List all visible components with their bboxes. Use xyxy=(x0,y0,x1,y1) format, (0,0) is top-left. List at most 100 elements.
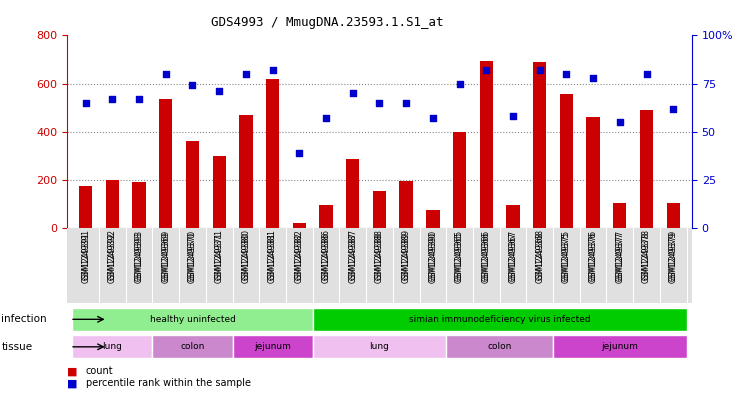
Text: ■: ■ xyxy=(67,378,77,388)
Point xyxy=(187,82,199,88)
Text: GSM1249391: GSM1249391 xyxy=(81,230,90,281)
Point xyxy=(533,67,545,73)
Text: GSM1249365: GSM1249365 xyxy=(455,230,464,281)
Text: jejunum: jejunum xyxy=(601,342,638,351)
Point xyxy=(106,96,118,102)
Text: GSM1249379: GSM1249379 xyxy=(669,230,678,281)
Point xyxy=(614,119,626,125)
Text: ■: ■ xyxy=(67,366,77,376)
Text: GSM1249380: GSM1249380 xyxy=(241,231,251,283)
Point xyxy=(641,71,652,77)
Point xyxy=(667,105,679,112)
Bar xyxy=(586,117,600,228)
Bar xyxy=(213,156,226,228)
Bar xyxy=(346,159,359,228)
Point xyxy=(560,71,572,77)
Bar xyxy=(79,186,92,228)
Point xyxy=(80,99,92,106)
Text: GSM1249371: GSM1249371 xyxy=(215,230,224,281)
Bar xyxy=(426,210,440,228)
Text: GSM1249381: GSM1249381 xyxy=(268,231,277,283)
Text: GSM1249390: GSM1249390 xyxy=(429,231,437,283)
Bar xyxy=(266,79,279,228)
Text: GSM1249375: GSM1249375 xyxy=(562,231,571,283)
Bar xyxy=(533,62,546,228)
Text: colon: colon xyxy=(180,342,205,351)
Text: GSM1249390: GSM1249390 xyxy=(429,230,437,281)
Bar xyxy=(480,61,493,228)
Text: GSM1249365: GSM1249365 xyxy=(455,231,464,283)
Point xyxy=(266,67,278,73)
Bar xyxy=(640,110,653,228)
Point xyxy=(454,80,466,86)
Bar xyxy=(132,182,146,228)
Text: GSM1249379: GSM1249379 xyxy=(669,231,678,283)
Text: GSM1249387: GSM1249387 xyxy=(348,230,357,281)
Text: GSM1249367: GSM1249367 xyxy=(508,230,518,281)
Bar xyxy=(373,191,386,228)
Text: GSM1249370: GSM1249370 xyxy=(188,230,197,281)
FancyBboxPatch shape xyxy=(153,335,233,358)
Text: GSM1249376: GSM1249376 xyxy=(589,230,597,281)
Text: GSM1249378: GSM1249378 xyxy=(642,230,651,281)
FancyBboxPatch shape xyxy=(72,335,153,358)
Text: GSM1249369: GSM1249369 xyxy=(161,231,170,283)
Point xyxy=(373,99,385,106)
Bar xyxy=(453,132,466,228)
Text: GSM1249376: GSM1249376 xyxy=(589,231,597,283)
Text: GSM1249366: GSM1249366 xyxy=(482,230,491,281)
FancyBboxPatch shape xyxy=(312,335,446,358)
Text: colon: colon xyxy=(487,342,512,351)
Bar xyxy=(559,94,573,228)
Point xyxy=(133,96,145,102)
Text: GSM1249370: GSM1249370 xyxy=(188,231,197,283)
Point xyxy=(400,99,412,106)
Text: GSM1249393: GSM1249393 xyxy=(135,231,144,283)
Point xyxy=(507,113,519,119)
Point xyxy=(240,71,252,77)
Point xyxy=(427,115,439,121)
Bar xyxy=(106,180,119,228)
Text: GSM1249368: GSM1249368 xyxy=(535,230,544,281)
Text: lung: lung xyxy=(370,342,389,351)
Text: GSM1249389: GSM1249389 xyxy=(402,231,411,283)
Bar xyxy=(240,115,252,228)
Text: healthy uninfected: healthy uninfected xyxy=(150,315,235,324)
FancyBboxPatch shape xyxy=(553,335,687,358)
Text: GSM1249367: GSM1249367 xyxy=(508,231,518,283)
Bar xyxy=(667,203,680,228)
Bar xyxy=(507,205,519,228)
Bar xyxy=(319,205,333,228)
Text: tissue: tissue xyxy=(1,342,33,352)
Point xyxy=(320,115,332,121)
Text: GSM1249386: GSM1249386 xyxy=(321,230,330,281)
Text: infection: infection xyxy=(1,314,47,324)
Text: lung: lung xyxy=(103,342,122,351)
Text: count: count xyxy=(86,366,113,376)
Text: percentile rank within the sample: percentile rank within the sample xyxy=(86,378,251,388)
Text: GSM1249382: GSM1249382 xyxy=(295,230,304,280)
FancyBboxPatch shape xyxy=(233,335,312,358)
Bar xyxy=(613,203,626,228)
Text: GSM1249392: GSM1249392 xyxy=(108,231,117,283)
Text: GSM1249377: GSM1249377 xyxy=(615,230,624,281)
Point xyxy=(293,150,305,156)
Point xyxy=(347,90,359,96)
Bar xyxy=(400,181,413,228)
Text: GSM1249381: GSM1249381 xyxy=(268,230,277,280)
Bar xyxy=(292,223,306,228)
Point xyxy=(160,71,172,77)
Point xyxy=(214,88,225,94)
Text: GSM1249388: GSM1249388 xyxy=(375,230,384,280)
FancyBboxPatch shape xyxy=(446,335,553,358)
Text: GSM1249391: GSM1249391 xyxy=(81,231,90,283)
Text: GSM1249369: GSM1249369 xyxy=(161,230,170,281)
Text: GSM1249387: GSM1249387 xyxy=(348,231,357,283)
Text: jejunum: jejunum xyxy=(254,342,291,351)
Bar xyxy=(159,99,173,228)
Point xyxy=(587,75,599,81)
Text: GSM1249368: GSM1249368 xyxy=(535,231,544,283)
Bar xyxy=(186,141,199,228)
Text: GSM1249382: GSM1249382 xyxy=(295,231,304,283)
Text: GSM1249377: GSM1249377 xyxy=(615,231,624,283)
